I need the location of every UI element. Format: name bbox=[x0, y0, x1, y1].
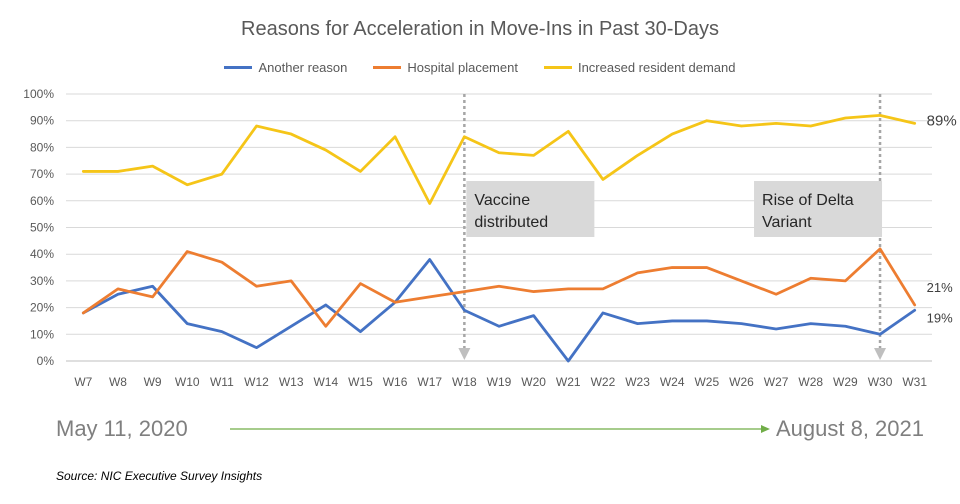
series-line-increased-resident-demand bbox=[81, 113, 917, 205]
y-tick-label: 0% bbox=[37, 354, 55, 368]
annotation-text: Variant bbox=[762, 214, 812, 231]
x-tick-label: W17 bbox=[417, 375, 442, 389]
legend-label-another-reason: Another reason bbox=[258, 60, 348, 75]
x-tick-label: W13 bbox=[279, 375, 304, 389]
annotation-box bbox=[754, 181, 883, 237]
x-tick-label: W24 bbox=[660, 375, 685, 389]
x-tick-label: W29 bbox=[833, 375, 858, 389]
legend: Another reason Hospital placement Increa… bbox=[0, 60, 960, 75]
annotation-box bbox=[466, 181, 595, 237]
x-tick-label: W11 bbox=[210, 375, 234, 389]
x-tick-label: W12 bbox=[244, 375, 269, 389]
x-tick-label: W26 bbox=[729, 375, 754, 389]
x-tick-label: W30 bbox=[868, 375, 893, 389]
y-tick-label: 20% bbox=[30, 301, 54, 315]
x-tick-label: W10 bbox=[175, 375, 200, 389]
x-tick-label: W15 bbox=[348, 375, 373, 389]
timeline-start-date: May 11, 2020 bbox=[56, 416, 188, 441]
y-tick-label: 80% bbox=[30, 140, 54, 154]
x-tick-label: W25 bbox=[694, 375, 719, 389]
series-line-hospital-placement bbox=[81, 247, 917, 328]
y-tick-label: 70% bbox=[30, 167, 54, 181]
annotation-text: distributed bbox=[474, 214, 548, 231]
annotation-arrowhead bbox=[458, 348, 471, 360]
end-value-label-another-reason: 19% bbox=[927, 310, 953, 325]
end-value-label-increased-resident-demand: 89% bbox=[927, 112, 957, 129]
y-tick-label: 50% bbox=[30, 221, 54, 235]
y-tick-label: 60% bbox=[30, 194, 54, 208]
legend-swatch-increased-resident-demand bbox=[543, 66, 572, 69]
legend-item-increased-resident-demand: Increased resident demand bbox=[543, 60, 736, 75]
y-tick-label: 10% bbox=[30, 327, 54, 341]
legend-label-hospital-placement: Hospital placement bbox=[407, 60, 518, 75]
legend-swatch-hospital-placement bbox=[373, 66, 402, 69]
x-tick-label: W16 bbox=[383, 375, 408, 389]
y-tick-label: 30% bbox=[30, 274, 54, 288]
legend-label-increased-resident-demand: Increased resident demand bbox=[577, 60, 736, 75]
x-tick-label: W19 bbox=[487, 375, 512, 389]
x-tick-label: W28 bbox=[798, 375, 823, 389]
x-tick-label: W22 bbox=[591, 375, 616, 389]
line-chart: 0% 10% 20% 30% 40% 50% 60% 70% 80% 90% 100% W7 W8 W9 W… bbox=[23, 87, 957, 389]
source-note: Source: NIC Executive Survey Insights bbox=[56, 469, 263, 483]
chart-title: Reasons for Acceleration in Move-Ins in … bbox=[241, 18, 719, 40]
x-tick-label: W20 bbox=[521, 375, 546, 389]
x-tick-label: W31 bbox=[902, 375, 927, 389]
x-tick-label: W14 bbox=[313, 375, 338, 389]
legend-item-another-reason: Another reason bbox=[224, 60, 347, 75]
series-line-another-reason bbox=[81, 258, 917, 363]
x-tick-label: W7 bbox=[74, 375, 92, 389]
x-tick-label: W21 bbox=[556, 375, 581, 389]
legend-swatch-another-reason bbox=[224, 66, 253, 69]
x-tick-label: W18 bbox=[452, 375, 477, 389]
x-tick-label: W9 bbox=[144, 375, 162, 389]
legend-item-hospital-placement: Hospital placement bbox=[373, 60, 518, 75]
annotation-text: Vaccine bbox=[474, 192, 530, 209]
x-tick-label: W27 bbox=[764, 375, 789, 389]
x-tick-label: W8 bbox=[109, 375, 127, 389]
timeline-end-date: August 8, 2021 bbox=[775, 416, 924, 441]
y-tick-label: 100% bbox=[23, 87, 54, 101]
end-value-label-hospital-placement: 21% bbox=[927, 280, 953, 295]
y-tick-label: 40% bbox=[30, 247, 54, 261]
annotation-arrowhead bbox=[874, 348, 887, 360]
y-tick-label: 90% bbox=[30, 114, 54, 128]
x-tick-label: W23 bbox=[625, 375, 650, 389]
annotation-text: Rise of Delta bbox=[762, 192, 854, 209]
